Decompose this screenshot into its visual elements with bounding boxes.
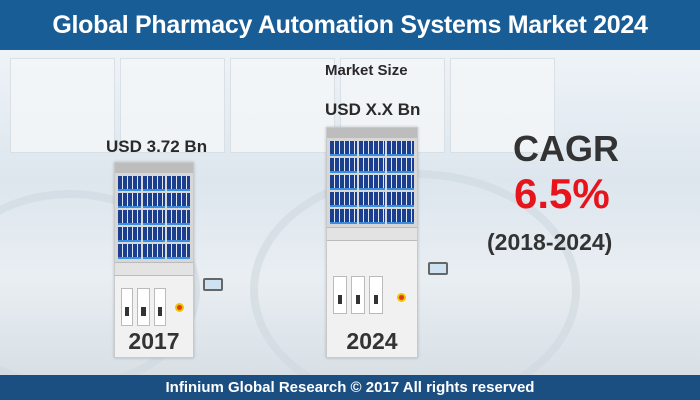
machine-2024: 2024 — [326, 127, 418, 358]
stop-button-icon — [397, 293, 406, 302]
background-disc — [0, 190, 200, 375]
footer-copyright: Infinium Global Research © 2017 All righ… — [0, 375, 700, 400]
stop-button-icon — [175, 303, 184, 312]
background-panel — [120, 58, 225, 153]
tablet-icon — [203, 278, 223, 291]
year-label-2017: 2017 — [128, 328, 180, 354]
tablet-icon — [428, 262, 448, 275]
cagr-value: 6.5% — [514, 170, 610, 217]
drawer-grid — [115, 173, 193, 262]
machine-2017: 2017 — [114, 162, 194, 358]
page-title: Global Pharmacy Automation Systems Marke… — [0, 0, 700, 50]
drawer-grid — [327, 138, 417, 227]
year-label-2024: 2024 — [346, 328, 398, 354]
cagr-label: CAGR — [513, 128, 619, 169]
value-label-2024: USD X.X Bn — [325, 100, 421, 119]
value-label-2017: USD 3.72 Bn — [106, 137, 208, 156]
background-panel — [10, 58, 115, 153]
cagr-period: (2018-2024) — [487, 229, 613, 255]
background-panel — [230, 58, 335, 153]
market-size-label: Market Size — [325, 62, 408, 79]
background-panel — [450, 58, 555, 153]
